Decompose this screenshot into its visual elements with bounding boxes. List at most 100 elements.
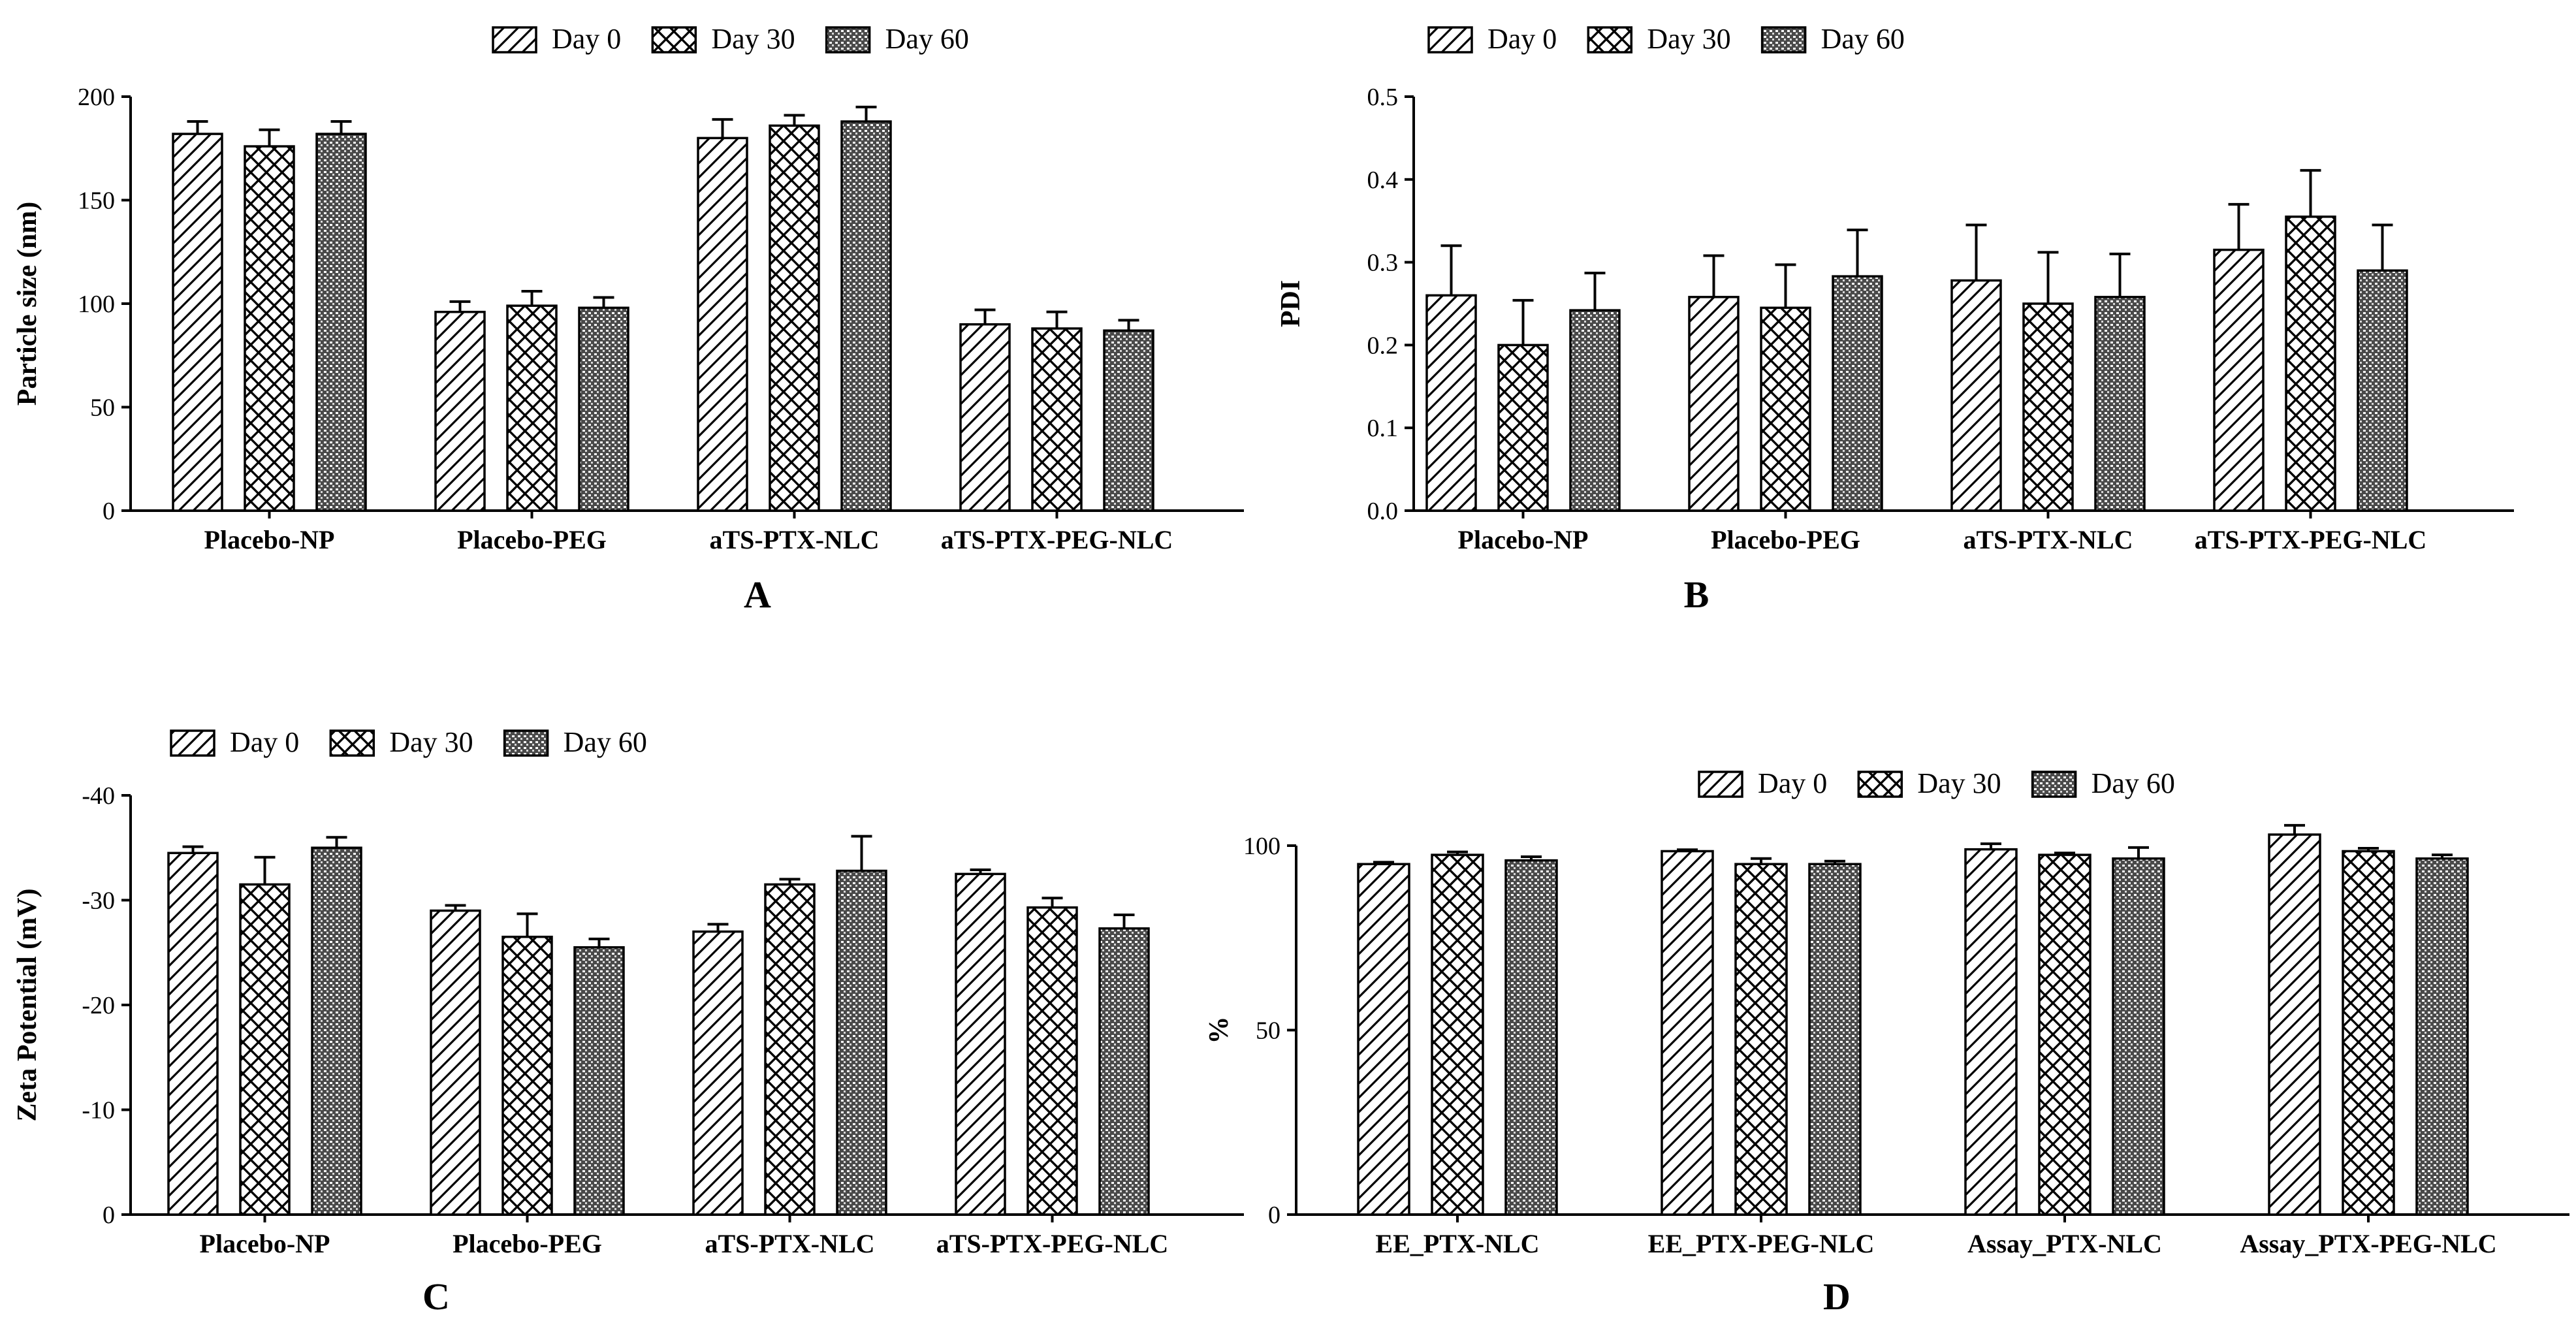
x-tick-label: Assay_PTX-NLC bbox=[1967, 1229, 2162, 1258]
bar bbox=[1760, 306, 1811, 512]
bar bbox=[1357, 863, 1410, 1216]
panel-label: C bbox=[422, 1275, 450, 1318]
bar bbox=[2268, 833, 2321, 1216]
bar bbox=[1688, 296, 1740, 512]
x-tick-label: Assay_PTX-PEG-NLC bbox=[2240, 1229, 2496, 1258]
x-tick-label: aTS-PTX-PEG-NLC bbox=[2195, 525, 2427, 554]
bar bbox=[764, 883, 816, 1216]
bar bbox=[2285, 215, 2336, 512]
bar bbox=[434, 310, 486, 512]
legend-label: Day 30 bbox=[711, 23, 795, 55]
y-axis-title: % bbox=[1204, 1017, 1234, 1044]
y-tick-label: 0.5 bbox=[1367, 84, 1399, 111]
y-axis-title: Zeta Potential (mV) bbox=[12, 889, 42, 1122]
legend-swatch-dots bbox=[503, 729, 549, 757]
bar bbox=[2022, 302, 2074, 512]
bar bbox=[1734, 863, 1788, 1216]
bar bbox=[2415, 857, 2469, 1216]
y-tick-label: -10 bbox=[82, 1097, 115, 1124]
bar bbox=[1661, 850, 1714, 1216]
legend-swatch-dots bbox=[2031, 771, 2077, 798]
legend: Day 0 Day 30 Day 60 bbox=[170, 726, 647, 758]
bar bbox=[1431, 853, 1484, 1216]
x-tick-label: Placebo-NP bbox=[204, 525, 335, 554]
bar bbox=[1103, 329, 1154, 512]
legend-label: Day 0 bbox=[1758, 767, 1827, 799]
x-tick-label: Placebo-PEG bbox=[457, 525, 607, 554]
bar bbox=[2342, 850, 2395, 1216]
x-tick-label: Placebo-PEG bbox=[1711, 525, 1860, 554]
bar bbox=[315, 133, 367, 512]
chart-panel-b: 0.0 0.1 0.2 0.3 0.4 0.5 PDI Placebo-NP Placebo-P… bbox=[1276, 23, 2514, 616]
bar bbox=[1950, 279, 2002, 512]
legend-swatch-dots bbox=[825, 26, 871, 54]
bar bbox=[1964, 848, 2018, 1216]
y-tick-label: 0.1 bbox=[1367, 415, 1399, 442]
bar bbox=[959, 323, 1011, 512]
bar bbox=[840, 120, 892, 512]
legend-swatch-crosshatch bbox=[329, 729, 375, 757]
y-tick-label: -20 bbox=[82, 992, 115, 1019]
x-tick-label: aTS-PTX-NLC bbox=[1963, 525, 2133, 554]
y-tick-label: 0.2 bbox=[1367, 332, 1399, 359]
panel-label: D bbox=[1823, 1275, 1851, 1318]
y-tick-label: 0.3 bbox=[1367, 249, 1399, 277]
bar bbox=[955, 872, 1006, 1216]
y-tick-label: 50 bbox=[90, 394, 115, 422]
chart-panel-a: 0 50 100 150 200 Particle size (nm) Placebo-NP… bbox=[12, 23, 1244, 616]
legend-label: Day 60 bbox=[1821, 23, 1905, 55]
chart-panel-d: 0 50 100% EE_PTX-NLC EE_PTX-PEG-NLC Assay_PTX… bbox=[1204, 767, 2569, 1318]
bar bbox=[311, 846, 362, 1216]
bar bbox=[172, 133, 223, 512]
bar bbox=[244, 145, 295, 512]
bar bbox=[239, 883, 291, 1216]
bar bbox=[2038, 853, 2091, 1216]
x-tick-label: aTS-PTX-NLC bbox=[705, 1229, 874, 1258]
panel-label: A bbox=[744, 573, 771, 616]
y-axis-title: Particle size (nm) bbox=[12, 202, 42, 406]
chart-panel-c: 0 -10 -20 -30 -40 Zeta Potential (mV) Placebo-… bbox=[12, 726, 1244, 1318]
bar bbox=[697, 136, 748, 512]
legend: Day 0 Day 30 Day 60 bbox=[1698, 767, 2175, 799]
legend-swatch-crosshatch bbox=[1587, 26, 1633, 54]
legend-label: Day 60 bbox=[564, 726, 647, 758]
y-tick-label: 0 bbox=[103, 1202, 115, 1229]
bar bbox=[1504, 859, 1558, 1216]
legend-label: Day 60 bbox=[885, 23, 969, 55]
x-tick-label: Placebo-PEG bbox=[453, 1229, 602, 1258]
bar bbox=[506, 304, 558, 512]
bar bbox=[1031, 327, 1083, 512]
y-tick-label: 150 bbox=[78, 187, 115, 215]
legend-label: Day 0 bbox=[1487, 23, 1557, 55]
y-tick-label: 0 bbox=[103, 498, 115, 525]
legend-swatch-crosshatch bbox=[651, 26, 697, 54]
legend-label: Day 30 bbox=[1917, 767, 2001, 799]
panel-label: B bbox=[1684, 573, 1709, 616]
bar bbox=[2094, 296, 2146, 512]
legend-swatch-diagonal bbox=[1698, 771, 1743, 798]
legend-swatch-diagonal bbox=[492, 26, 537, 54]
y-tick-label: 0 bbox=[1268, 1202, 1280, 1229]
y-tick-label: 50 bbox=[1256, 1017, 1280, 1045]
y-tick-label: -30 bbox=[82, 887, 115, 915]
bar bbox=[836, 869, 887, 1216]
bar bbox=[2357, 269, 2408, 512]
bar bbox=[1026, 906, 1078, 1216]
legend-swatch-diagonal bbox=[1427, 26, 1473, 54]
x-tick-label: aTS-PTX-PEG-NLC bbox=[941, 525, 1173, 554]
bar bbox=[1832, 275, 1883, 512]
legend: Day 0 Day 30 Day 60 bbox=[1427, 23, 1905, 55]
legend-swatch-diagonal bbox=[170, 729, 215, 757]
x-tick-label: EE_PTX-PEG-NLC bbox=[1648, 1229, 1875, 1258]
y-tick-label: 100 bbox=[1243, 833, 1280, 860]
bar bbox=[573, 946, 625, 1216]
x-tick-label: EE_PTX-NLC bbox=[1375, 1229, 1539, 1258]
legend-swatch-crosshatch bbox=[1857, 771, 1903, 798]
bar bbox=[692, 930, 744, 1216]
legend-label: Day 30 bbox=[389, 726, 473, 758]
bar bbox=[430, 909, 481, 1216]
bar bbox=[769, 124, 820, 512]
y-tick-label: 0.0 bbox=[1367, 498, 1399, 525]
y-axis-title: PDI bbox=[1276, 280, 1306, 327]
